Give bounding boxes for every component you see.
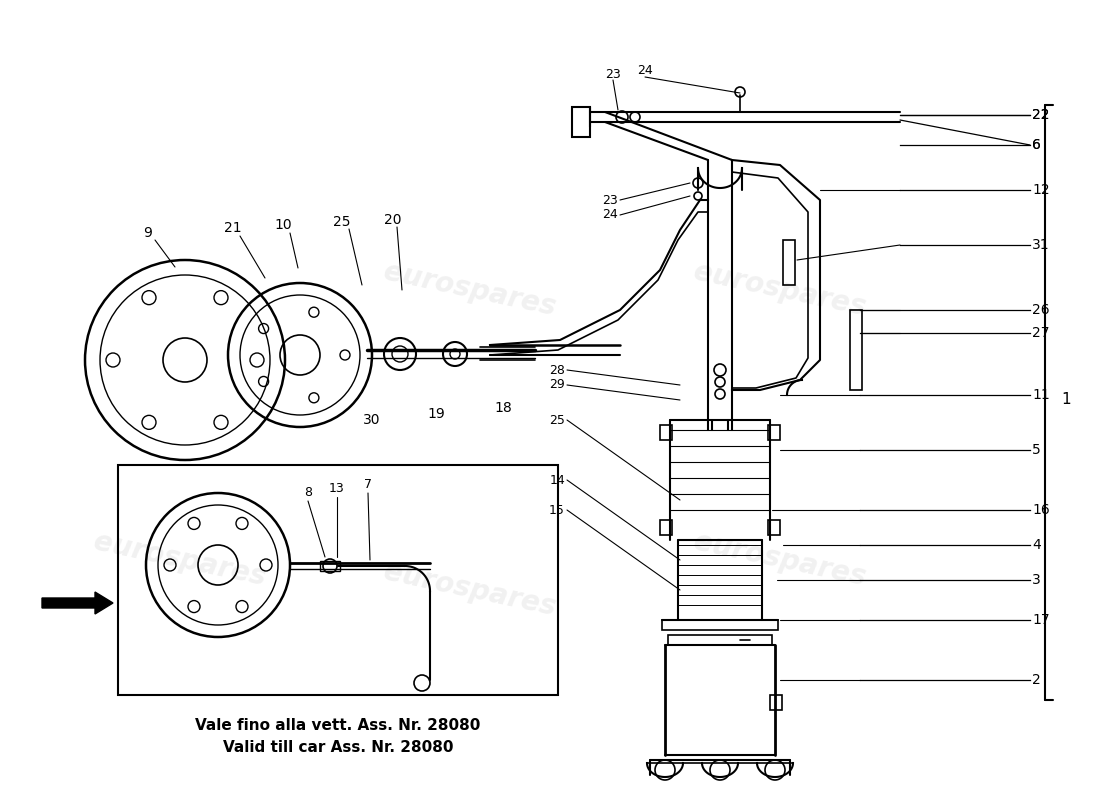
Text: 14: 14 xyxy=(549,474,565,486)
Text: 31: 31 xyxy=(1032,238,1049,252)
Text: 2: 2 xyxy=(1032,673,1041,687)
Text: 21: 21 xyxy=(224,221,242,235)
Bar xyxy=(118,465,558,695)
Text: 5: 5 xyxy=(1032,443,1041,457)
Bar xyxy=(572,107,590,137)
Text: 10: 10 xyxy=(274,218,292,232)
Text: 22: 22 xyxy=(1032,108,1049,122)
Text: Valid till car Ass. Nr. 28080: Valid till car Ass. Nr. 28080 xyxy=(222,739,453,754)
Text: 24: 24 xyxy=(603,209,618,222)
Text: 26: 26 xyxy=(1032,303,1049,317)
Bar xyxy=(320,561,340,571)
Text: 22: 22 xyxy=(1032,108,1049,122)
Text: eurospares: eurospares xyxy=(691,258,869,322)
Bar xyxy=(668,635,772,645)
Text: 23: 23 xyxy=(603,194,618,206)
Text: 17: 17 xyxy=(1032,613,1049,627)
Text: 11: 11 xyxy=(1032,388,1049,402)
Text: 30: 30 xyxy=(363,413,381,427)
Bar xyxy=(660,520,672,535)
Text: 18: 18 xyxy=(494,401,512,415)
Text: eurospares: eurospares xyxy=(382,558,559,622)
Text: 6: 6 xyxy=(1032,138,1041,152)
Text: 9: 9 xyxy=(144,226,153,240)
Bar xyxy=(660,425,672,440)
Bar xyxy=(662,620,778,630)
Text: eurospares: eurospares xyxy=(382,258,559,322)
Text: 1: 1 xyxy=(1062,393,1070,407)
Text: 29: 29 xyxy=(549,378,565,391)
Text: 12: 12 xyxy=(1032,183,1049,197)
Text: 20: 20 xyxy=(384,213,402,227)
Bar xyxy=(768,520,780,535)
Text: eurospares: eurospares xyxy=(691,528,869,592)
Text: 8: 8 xyxy=(304,486,312,499)
Text: Vale fino alla vett. Ass. Nr. 28080: Vale fino alla vett. Ass. Nr. 28080 xyxy=(196,718,481,733)
Bar xyxy=(783,240,795,285)
Bar xyxy=(850,310,862,390)
Text: 27: 27 xyxy=(1032,326,1049,340)
Text: 16: 16 xyxy=(1032,503,1049,517)
Text: 19: 19 xyxy=(427,407,444,421)
Text: 23: 23 xyxy=(605,67,620,81)
Text: 6: 6 xyxy=(1032,138,1041,152)
Text: 3: 3 xyxy=(1032,573,1041,587)
Text: 7: 7 xyxy=(364,478,372,491)
Text: 15: 15 xyxy=(549,503,565,517)
Text: 24: 24 xyxy=(637,63,653,77)
Text: 25: 25 xyxy=(333,215,351,229)
FancyArrow shape xyxy=(42,592,113,614)
Text: 4: 4 xyxy=(1032,538,1041,552)
Bar xyxy=(770,695,782,710)
Text: 25: 25 xyxy=(549,414,565,426)
Bar xyxy=(768,425,780,440)
Text: 13: 13 xyxy=(329,482,345,495)
Text: 28: 28 xyxy=(549,363,565,377)
Text: eurospares: eurospares xyxy=(91,528,268,592)
